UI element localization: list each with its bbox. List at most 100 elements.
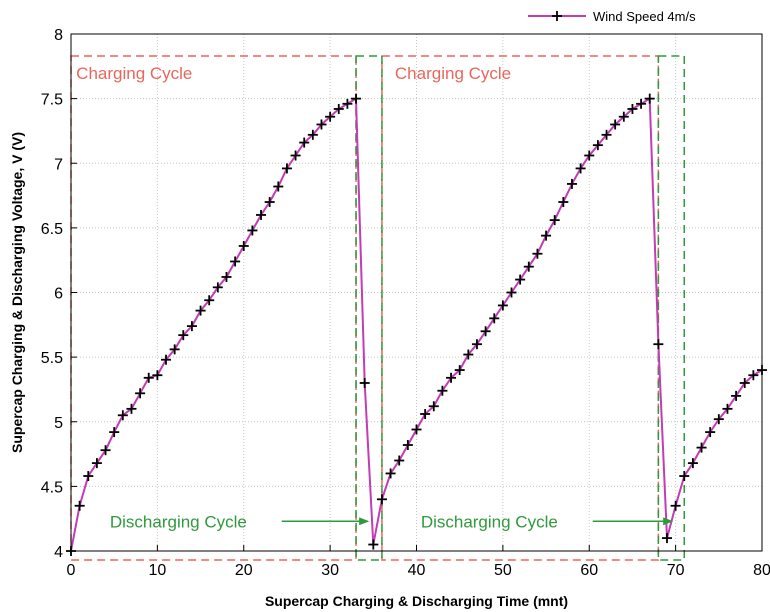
data-point <box>273 181 284 192</box>
data-point <box>161 354 172 365</box>
data-point <box>420 408 431 419</box>
annotation-box <box>355 55 383 561</box>
data-point <box>687 458 698 469</box>
data-point <box>221 271 232 282</box>
data-point <box>454 365 465 376</box>
data-point <box>446 372 457 383</box>
data-point <box>195 305 206 316</box>
data-point <box>402 440 413 451</box>
data-point <box>437 385 448 396</box>
data-point <box>238 240 249 251</box>
data-point <box>342 98 353 109</box>
data-point <box>212 282 223 293</box>
data-point <box>299 137 310 148</box>
x-tick-label: 80 <box>753 562 770 579</box>
legend-label-wind-speed: Wind Speed 4m/s <box>593 9 696 24</box>
data-point <box>428 401 439 412</box>
y-tick-label: 7.5 <box>41 92 63 109</box>
data-point <box>627 103 638 114</box>
x-tick-label: 0 <box>67 562 76 579</box>
annotation-box <box>657 55 686 561</box>
y-tick-label: 4.5 <box>41 479 63 496</box>
data-point <box>748 370 759 381</box>
x-axis-label: Supercap Charging & Discharging Time (mn… <box>265 593 568 609</box>
data-point <box>333 103 344 114</box>
data-point <box>471 339 482 350</box>
y-tick-label: 5 <box>54 415 63 432</box>
data-point <box>541 230 552 241</box>
data-point <box>152 370 163 381</box>
data-point <box>549 215 560 226</box>
data-point <box>264 197 275 208</box>
data-point <box>679 471 690 482</box>
data-point <box>489 313 500 324</box>
data-point <box>661 533 672 544</box>
data-point <box>497 300 508 311</box>
data-point <box>722 403 733 414</box>
x-tick-label: 60 <box>580 562 598 579</box>
data-point <box>186 321 197 332</box>
data-point <box>696 442 707 453</box>
x-tick-label: 50 <box>494 562 512 579</box>
data-point <box>618 111 629 122</box>
x-tick-label: 10 <box>148 562 166 579</box>
data-point <box>558 197 569 208</box>
data-point <box>566 178 577 189</box>
data-point <box>117 410 128 421</box>
y-tick-label: 5.5 <box>41 350 63 367</box>
data-point <box>359 377 370 388</box>
annotation-label: Charging Cycle <box>395 64 511 83</box>
data-point <box>143 372 154 383</box>
data-point <box>74 500 85 511</box>
data-point <box>307 129 318 140</box>
data-point <box>385 468 396 479</box>
x-tick-label: 70 <box>667 562 685 579</box>
data-point <box>713 414 724 425</box>
data-point <box>739 377 750 388</box>
y-tick-label: 8 <box>54 27 63 44</box>
data-point <box>204 295 215 306</box>
data-point <box>644 93 655 104</box>
data-point <box>584 150 595 161</box>
data-point <box>506 287 517 298</box>
data-point <box>169 344 180 355</box>
data-point <box>91 458 102 469</box>
y-tick-label: 6.5 <box>41 221 63 238</box>
data-point <box>230 256 241 267</box>
data-point <box>394 455 405 466</box>
data-point <box>247 225 258 236</box>
annotation-label: Charging Cycle <box>76 64 192 83</box>
legend: Wind Speed 4m/s <box>517 1 765 29</box>
data-point <box>731 390 742 401</box>
data-point <box>636 98 647 109</box>
data-point <box>523 261 534 272</box>
x-tick-label: 30 <box>321 562 339 579</box>
x-tick-label: 40 <box>408 562 426 579</box>
data-point <box>463 349 474 360</box>
annotation-label: Discharging Cycle <box>110 513 247 532</box>
data-point <box>610 119 621 130</box>
y-tick-label: 6 <box>54 286 63 303</box>
y-tick-label: 7 <box>54 156 63 173</box>
annotation-label: Discharging Cycle <box>421 513 558 532</box>
data-point <box>256 209 267 220</box>
data-point <box>376 494 387 505</box>
annotation-labels: Charging Cycle Charging Cycle Discharging … <box>76 64 674 532</box>
data-point <box>575 163 586 174</box>
data-point <box>109 427 120 438</box>
tick-labels: 0 10 20 30 40 50 60 70 80 4 4.5 5 5.5 6 6.5 7 7.5 8 <box>41 27 770 579</box>
data-point <box>100 445 111 456</box>
data-point <box>368 539 379 550</box>
data-point <box>83 471 94 482</box>
data-point <box>126 403 137 414</box>
data-point <box>281 163 292 174</box>
data-point <box>705 427 716 438</box>
x-tick-label: 20 <box>235 562 253 579</box>
data-point <box>316 119 327 130</box>
data-point <box>515 274 526 285</box>
data-point <box>532 248 543 259</box>
data-point <box>480 326 491 337</box>
data-point <box>290 150 301 161</box>
data-point <box>351 93 362 104</box>
